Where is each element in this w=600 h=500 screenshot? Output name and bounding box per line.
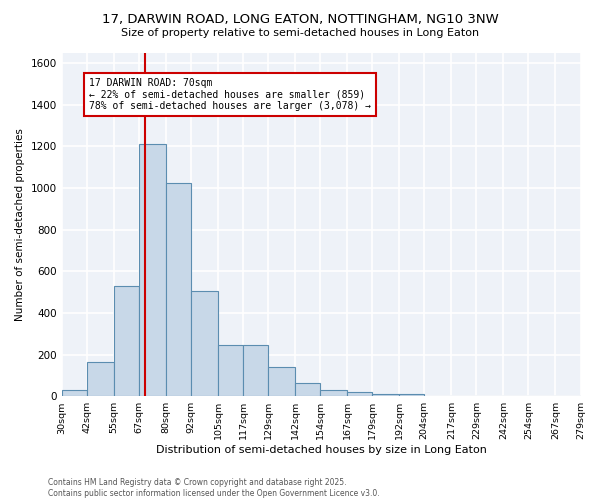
Bar (86, 362, 114, 396)
Text: Contains HM Land Registry data © Crown copyright and database right 2025.
Contai: Contains HM Land Registry data © Crown c… (48, 478, 380, 498)
Bar (62, 390, 86, 396)
Y-axis label: Number of semi-detached properties: Number of semi-detached properties (15, 128, 25, 321)
Bar (399, 394, 424, 396)
Bar (114, 286, 139, 397)
Bar (320, 390, 347, 396)
Text: 17 DARWIN ROAD: 70sqm
← 22% of semi-detached houses are smaller (859)
78% of sem: 17 DARWIN ROAD: 70sqm ← 22% of semi-deta… (89, 78, 371, 110)
Bar (295, 383, 320, 396)
Text: 17, DARWIN ROAD, LONG EATON, NOTTINGHAM, NG10 3NW: 17, DARWIN ROAD, LONG EATON, NOTTINGHAM,… (101, 12, 499, 26)
Bar (243, 346, 268, 397)
Text: Size of property relative to semi-detached houses in Long Eaton: Size of property relative to semi-detach… (121, 28, 479, 38)
Bar (268, 367, 295, 396)
X-axis label: Distribution of semi-detached houses by size in Long Eaton: Distribution of semi-detached houses by … (155, 445, 487, 455)
Bar (347, 392, 372, 396)
Bar (372, 394, 399, 396)
Bar (166, 182, 191, 396)
Bar (139, 144, 166, 397)
Bar (218, 346, 243, 397)
Bar (191, 291, 218, 397)
